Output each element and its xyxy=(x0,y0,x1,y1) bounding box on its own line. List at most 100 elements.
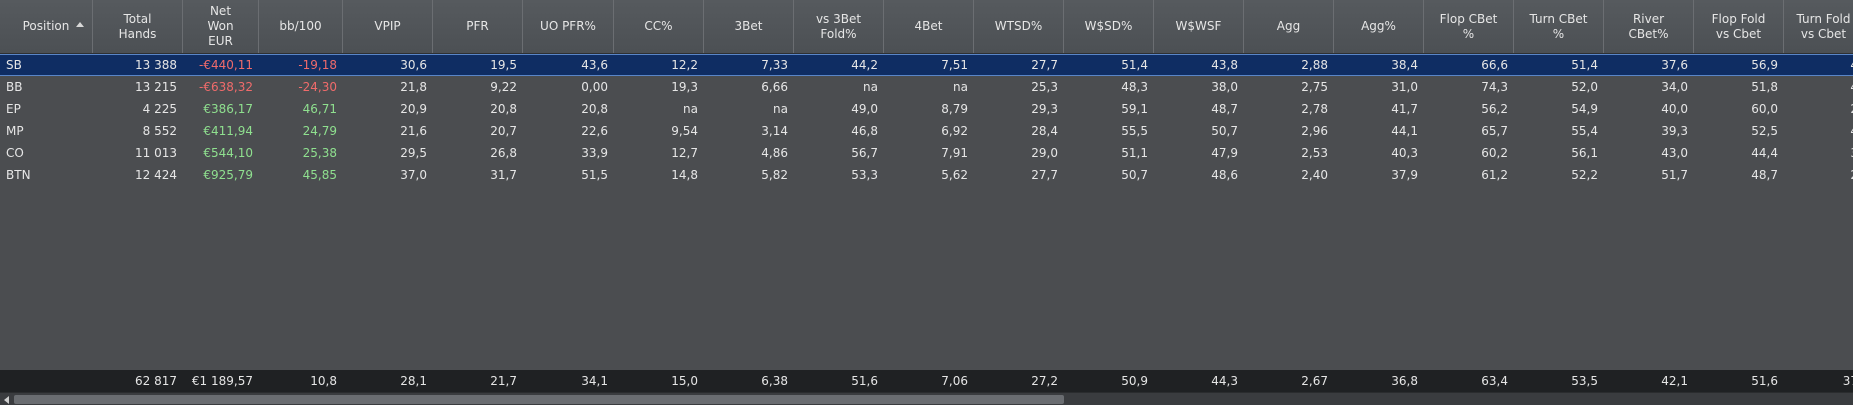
cell-rivercb: 40,0 xyxy=(1661,102,1688,116)
cell-pos: MP xyxy=(6,124,24,138)
cell-agg: 2,78 xyxy=(1301,102,1328,116)
scrollbar-thumb[interactable] xyxy=(14,395,1064,404)
cell-agg: 2,53 xyxy=(1301,146,1328,160)
column-header-uopfr[interactable]: UO PFR% xyxy=(523,0,614,53)
cell-turnfold: 4 xyxy=(1784,120,1853,142)
cell-pfr: 9,22 xyxy=(490,80,517,94)
cell-net: €386,17 xyxy=(203,102,253,116)
cell-uopfr: 33,9 xyxy=(581,146,608,160)
cell-vs3bet: 46,8 xyxy=(851,124,878,138)
column-header-turncb[interactable]: Turn CBet % xyxy=(1514,0,1604,53)
column-header-label: Total Hands xyxy=(118,11,157,41)
table-row[interactable]: CO 11 013 €544,10 25,38 29,5 26,8 33,9 12,7 4,86… xyxy=(0,142,1853,164)
cell-rivercb: 34,0 xyxy=(1661,80,1688,94)
column-header-label: bb/100 xyxy=(279,19,322,33)
column-header-agg[interactable]: Agg xyxy=(1244,0,1334,53)
cell-turnfold: 37 xyxy=(1842,374,1853,388)
column-header-net[interactable]: Net Won EUR xyxy=(183,0,259,53)
cell-flopfold: 56,9 xyxy=(1751,58,1778,72)
column-header-aggp[interactable]: Agg% xyxy=(1334,0,1424,53)
cell-bet4: 7,06 xyxy=(941,374,968,388)
column-header-label: WTSD% xyxy=(994,19,1043,33)
cell-turncb: 52,2 xyxy=(1571,168,1598,182)
cell-flopcb: 65,7 xyxy=(1481,124,1508,138)
cell-pos: SB xyxy=(6,58,22,72)
cell-bet3: 6,66 xyxy=(761,80,788,94)
cell-rivercb: 37,6 xyxy=(1661,58,1688,72)
column-header-pos[interactable]: Position xyxy=(0,0,93,53)
cell-flopfold: 60,0 xyxy=(1751,102,1778,116)
cell-wtsd: 27,2 xyxy=(1031,374,1058,388)
cell-rivercb: 39,3 xyxy=(1661,124,1688,138)
cell-agg: 2,96 xyxy=(1301,124,1328,138)
table-row[interactable]: MP 8 552 €411,94 24,79 21,6 20,7 22,6 9,54 3,14 4… xyxy=(0,120,1853,142)
scroll-left-arrow-icon[interactable] xyxy=(4,396,9,404)
table-row[interactable]: BTN 12 424 €925,79 45,85 37,0 31,7 51,5 14,8 5,8… xyxy=(0,164,1853,186)
column-header-bet4[interactable]: 4Bet xyxy=(884,0,974,53)
cell-aggp: 36,8 xyxy=(1391,374,1418,388)
cell-net: €544,10 xyxy=(203,146,253,160)
cell-uopfr: 51,5 xyxy=(581,168,608,182)
cell-rivercb: 42,1 xyxy=(1661,374,1688,388)
column-header-pfr[interactable]: PFR xyxy=(433,0,523,53)
cell-pfr: 21,7 xyxy=(490,374,517,388)
cell-turncb: 52,0 xyxy=(1571,80,1598,94)
cell-net: €411,94 xyxy=(203,124,253,138)
cell-wwsf: 47,9 xyxy=(1211,146,1238,160)
column-header-vpip[interactable]: VPIP xyxy=(343,0,433,53)
table-row[interactable]: BB 13 215 -€638,32 -24,30 21,8 9,22 0,00 19,3 6,… xyxy=(0,76,1853,98)
cell-cc: na xyxy=(683,102,698,116)
cell-wsd: 55,5 xyxy=(1121,124,1148,138)
cell-wsd: 50,7 xyxy=(1121,168,1148,182)
cell-uopfr: 0,00 xyxy=(581,80,608,94)
cell-wwsf: 48,7 xyxy=(1211,102,1238,116)
cell-turnfold: 2 xyxy=(1784,98,1853,120)
cell-flopfold: 52,5 xyxy=(1751,124,1778,138)
cell-wwsf: 44,3 xyxy=(1211,374,1238,388)
column-header-label: vs 3Bet Fold% xyxy=(815,11,862,41)
cell-hands: 12 424 xyxy=(135,168,177,182)
column-header-label: Flop CBet % xyxy=(1439,11,1498,41)
cell-pos: BTN xyxy=(6,168,31,182)
cell-aggp: 31,0 xyxy=(1391,80,1418,94)
cell-agg: 2,88 xyxy=(1301,58,1328,72)
cell-wsd: 59,1 xyxy=(1121,102,1148,116)
cell-wsd: 51,1 xyxy=(1121,146,1148,160)
column-header-rivercb[interactable]: River CBet% xyxy=(1604,0,1694,53)
column-header-wwsf[interactable]: W$WSF xyxy=(1154,0,1244,53)
cell-uopfr: 34,1 xyxy=(581,374,608,388)
column-header-cc[interactable]: CC% xyxy=(614,0,704,53)
cell-turnfold: 4 xyxy=(1784,55,1853,75)
horizontal-scrollbar[interactable] xyxy=(0,392,1853,405)
cell-bb100: 46,71 xyxy=(302,102,337,116)
column-header-flopcb[interactable]: Flop CBet % xyxy=(1424,0,1514,53)
cell-flopfold: 51,8 xyxy=(1751,80,1778,94)
column-header-bet3[interactable]: 3Bet xyxy=(704,0,794,53)
cell-net: -€638,32 xyxy=(199,80,253,94)
cell-turnfold: 4 xyxy=(1784,76,1853,98)
column-header-turnfold[interactable]: Turn Fold vs Cbet xyxy=(1784,0,1853,53)
column-header-label: 4Bet xyxy=(914,19,943,33)
cell-flopfold: 44,4 xyxy=(1751,146,1778,160)
column-header-wtsd[interactable]: WTSD% xyxy=(974,0,1064,53)
column-header-vs3bet[interactable]: vs 3Bet Fold% xyxy=(794,0,884,53)
column-header-label: UO PFR% xyxy=(540,19,596,33)
table-row[interactable]: SB 13 388 -€440,11 -19,18 30,6 19,5 43,6 12,2 7,… xyxy=(0,54,1853,76)
column-header-label: River CBet% xyxy=(1628,11,1669,41)
column-header-label: Position xyxy=(22,19,70,33)
cell-bet4: 6,92 xyxy=(941,124,968,138)
cell-vpip: 28,1 xyxy=(400,374,427,388)
column-header-wsd[interactable]: W$SD% xyxy=(1064,0,1154,53)
cell-wtsd: 27,7 xyxy=(1031,58,1058,72)
cell-wsd: 50,9 xyxy=(1121,374,1148,388)
cell-pfr: 26,8 xyxy=(490,146,517,160)
column-header-label: Net Won EUR xyxy=(207,4,234,48)
column-header-hands[interactable]: Total Hands xyxy=(93,0,183,53)
column-header-flopfold[interactable]: Flop Fold vs Cbet xyxy=(1694,0,1784,53)
cell-bb100: 25,38 xyxy=(302,146,337,160)
column-header-label: W$SD% xyxy=(1084,19,1133,33)
cell-wwsf: 48,6 xyxy=(1211,168,1238,182)
column-header-bb100[interactable]: bb/100 xyxy=(259,0,343,53)
table-row[interactable]: EP 4 225 €386,17 46,71 20,9 20,8 20,8 na na 49,0 8… xyxy=(0,98,1853,120)
cell-turnfold: 3 xyxy=(1784,142,1853,164)
